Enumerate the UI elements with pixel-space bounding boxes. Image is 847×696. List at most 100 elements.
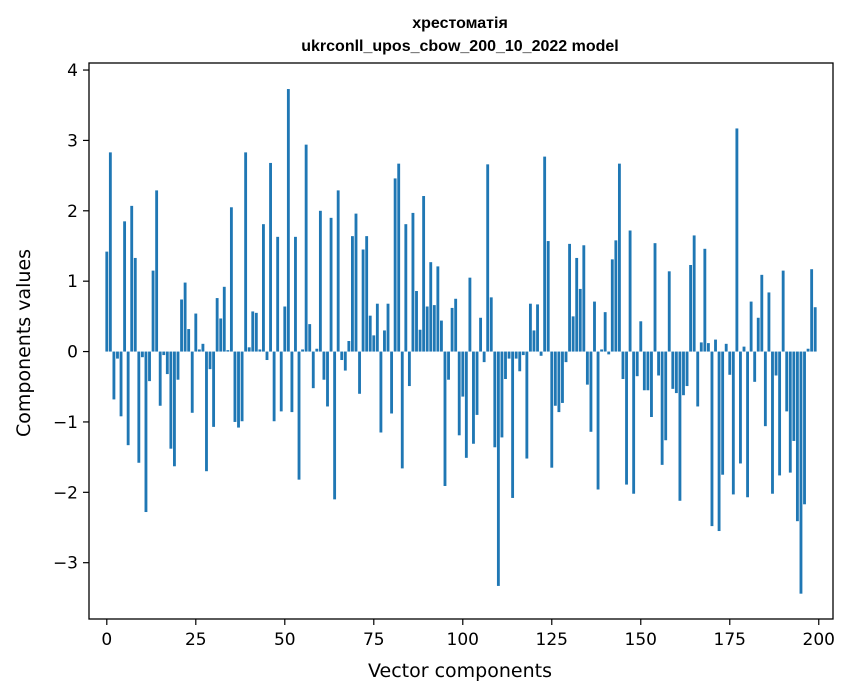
bar [607, 351, 611, 355]
bar [742, 346, 746, 352]
bar [155, 190, 159, 352]
bar [571, 316, 575, 352]
bar [375, 303, 379, 352]
bar [251, 311, 255, 352]
bar [482, 351, 486, 363]
bar [336, 190, 340, 352]
x-axis-ticks: 0 25 50 75 100 125 150 175 200 [101, 619, 835, 650]
bar [678, 351, 682, 501]
bar [407, 351, 411, 387]
bar [340, 351, 344, 361]
bar [763, 351, 767, 427]
bar [671, 351, 675, 389]
bar [447, 351, 450, 380]
bar [461, 351, 465, 397]
bar [222, 286, 226, 352]
bar [301, 349, 305, 352]
bar [756, 317, 760, 352]
bar [721, 351, 725, 475]
bar [180, 299, 183, 352]
bar [105, 251, 109, 352]
bar [475, 351, 479, 415]
bar [162, 351, 166, 356]
bar [308, 324, 312, 352]
bar [582, 245, 586, 352]
bar [390, 351, 394, 414]
bar [205, 351, 208, 472]
bar [254, 312, 258, 352]
bar [771, 351, 774, 494]
bar [674, 351, 678, 394]
bar [813, 307, 817, 352]
bar [130, 205, 134, 352]
bar [283, 306, 287, 352]
bar [514, 351, 518, 359]
bar [788, 351, 792, 473]
bar [792, 351, 796, 441]
y-tick-label: 3 [67, 131, 78, 151]
x-axis-label: Vector components [368, 660, 552, 682]
bar [108, 152, 112, 352]
bar [731, 351, 735, 495]
bar [290, 351, 294, 413]
y-tick-label: 2 [67, 202, 78, 222]
bar [625, 351, 628, 485]
bar [553, 351, 557, 406]
bar [383, 330, 386, 352]
bar [543, 156, 547, 352]
bar [706, 343, 710, 352]
bar [550, 351, 554, 468]
y-tick-label: −2 [53, 483, 78, 503]
bar [486, 164, 490, 352]
bar [361, 249, 365, 352]
bar [116, 351, 119, 359]
bar [810, 269, 814, 352]
x-tick-label: 125 [536, 630, 568, 650]
bar [429, 262, 433, 352]
bar [717, 351, 721, 532]
bar [682, 351, 685, 396]
bar [532, 330, 536, 352]
bar [279, 351, 283, 412]
plot-frame [88, 62, 834, 620]
bar [493, 351, 497, 448]
bar [568, 243, 571, 352]
bar [187, 329, 191, 352]
bar [201, 343, 205, 352]
bar [507, 351, 511, 359]
bar [276, 236, 280, 352]
bar [650, 351, 653, 418]
bar [436, 266, 440, 352]
bar [564, 351, 568, 363]
bar [354, 213, 358, 352]
y-tick-label: 1 [67, 272, 78, 292]
y-axis-ticks: −3 −2 −1 0 1 2 3 4 [53, 61, 89, 574]
bar [585, 351, 589, 385]
bar [212, 351, 216, 427]
bar [326, 351, 329, 407]
bar [746, 351, 749, 498]
bar [247, 347, 251, 352]
bar [753, 351, 757, 382]
bar [269, 162, 272, 352]
bar [454, 298, 458, 352]
bar [347, 341, 351, 352]
bar [190, 351, 194, 413]
bar [646, 351, 650, 391]
bar [617, 163, 621, 352]
bar [667, 271, 671, 352]
bar [258, 349, 262, 352]
x-tick-label: 0 [101, 630, 112, 650]
y-tick-label: −3 [53, 554, 78, 574]
bar [785, 351, 789, 412]
bar [265, 351, 269, 361]
bar [425, 306, 429, 352]
bar [315, 348, 319, 352]
x-tick-label: 50 [274, 630, 296, 650]
bar [525, 351, 529, 459]
bar [151, 270, 155, 352]
bar [593, 301, 596, 352]
bar [365, 236, 369, 352]
bar [165, 351, 169, 375]
bar [724, 343, 728, 352]
